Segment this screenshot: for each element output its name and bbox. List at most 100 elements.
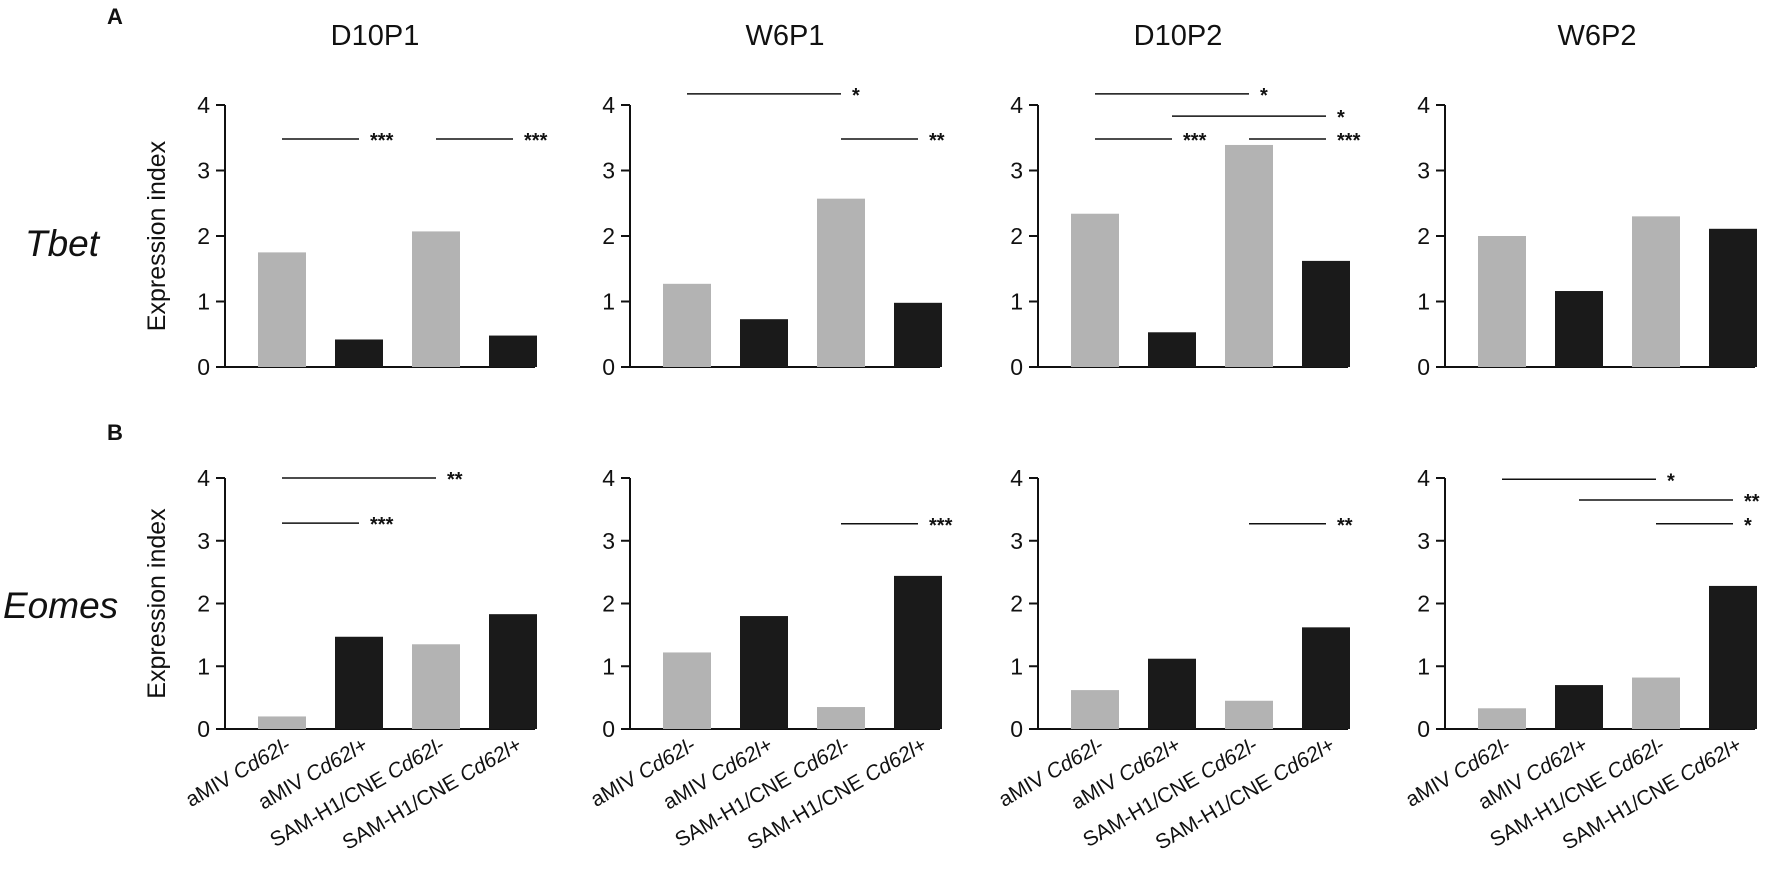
y-tick-label: 2: [197, 223, 210, 249]
y-tick-label: 4: [1417, 92, 1430, 118]
column-title-d10p2: D10P2: [1134, 20, 1223, 52]
y-tick-label: 2: [1417, 591, 1430, 617]
bar-eomes-d10p1-3: [412, 644, 460, 729]
y-tick-label: 0: [197, 354, 210, 380]
y-tick-label: 3: [602, 158, 615, 184]
bar-eomes-d10p2-2: [1148, 658, 1196, 729]
significance-label: *: [1260, 85, 1268, 107]
y-tick-label: 0: [602, 716, 615, 742]
y-tick-label: 0: [197, 716, 210, 742]
y-tick-label: 4: [197, 92, 210, 118]
bar-tbet-w6p2-2: [1555, 291, 1603, 367]
significance-label: **: [447, 469, 463, 491]
y-tick-label: 0: [1417, 716, 1430, 742]
y-tick-label: 1: [1010, 653, 1023, 679]
chart-tbet-w6p2: 0 1 2 3 4: [1417, 92, 1757, 380]
y-tick-label: 1: [1417, 653, 1430, 679]
significance-label: *: [852, 85, 860, 107]
significance-label: **: [1337, 515, 1353, 537]
y-tick-label: 3: [1417, 528, 1430, 554]
bar-eomes-w6p2-1: [1478, 708, 1526, 729]
bar-eomes-d10p2-1: [1071, 690, 1119, 729]
y-tick-label: 4: [197, 465, 210, 491]
y-axis-label: Expression index: [143, 140, 171, 331]
bar-tbet-w6p1-3: [817, 198, 865, 367]
row-label-tbet: Tbet: [25, 223, 101, 264]
bar-tbet-d10p1-1: [258, 252, 306, 367]
y-tick-label: 4: [1010, 92, 1023, 118]
bar-tbet-d10p1-3: [412, 231, 460, 367]
y-tick-label: 4: [602, 465, 615, 491]
significance-label: *: [1667, 470, 1675, 492]
y-tick-label: 3: [1010, 528, 1023, 554]
panel-letter-a: A: [107, 4, 123, 29]
significance-label: **: [929, 130, 945, 152]
y-tick-label: 2: [1010, 223, 1023, 249]
row-label-eomes: Eomes: [3, 585, 118, 626]
y-tick-label: 1: [1010, 289, 1023, 315]
bar-eomes-w6p1-3: [817, 707, 865, 729]
y-tick-label: 2: [602, 223, 615, 249]
bar-eomes-w6p1-1: [663, 652, 711, 729]
column-title-w6p2: W6P2: [1558, 20, 1637, 52]
significance-label: *: [1337, 107, 1345, 129]
bar-eomes-d10p1-1: [258, 716, 306, 729]
significance-label: *: [1744, 515, 1752, 537]
y-tick-label: 0: [1010, 354, 1023, 380]
bar-eomes-d10p1-2: [335, 636, 383, 729]
bar-tbet-w6p1-2: [740, 319, 788, 367]
y-tick-label: 1: [197, 653, 210, 679]
bar-tbet-d10p1-4: [489, 335, 537, 367]
bar-tbet-w6p1-1: [663, 283, 711, 367]
significance-label: **: [1744, 491, 1760, 513]
bar-eomes-w6p2-3: [1632, 677, 1680, 729]
y-tick-label: 1: [602, 653, 615, 679]
y-tick-label: 0: [1417, 354, 1430, 380]
y-tick-label: 3: [1010, 158, 1023, 184]
bar-eomes-d10p1-4: [489, 614, 537, 729]
bar-tbet-w6p2-4: [1709, 228, 1757, 367]
y-tick-label: 1: [1417, 289, 1430, 315]
y-tick-label: 1: [602, 289, 615, 315]
column-title-w6p1: W6P1: [746, 20, 825, 52]
bar-tbet-w6p2-3: [1632, 216, 1680, 367]
bar-eomes-w6p1-4: [894, 575, 942, 729]
y-axis-label: Expression index: [143, 508, 171, 699]
y-tick-label: 4: [1417, 465, 1430, 491]
bar-eomes-w6p1-2: [740, 616, 788, 729]
y-tick-label: 4: [1010, 465, 1023, 491]
bar-tbet-d10p2-4: [1302, 260, 1350, 367]
panel-letter-b: B: [107, 420, 123, 445]
significance-label: ***: [370, 130, 394, 152]
significance-label: ***: [524, 130, 548, 152]
y-tick-label: 3: [197, 528, 210, 554]
y-tick-label: 2: [1417, 223, 1430, 249]
bar-tbet-d10p2-3: [1225, 144, 1273, 367]
y-tick-label: 3: [602, 528, 615, 554]
y-tick-label: 2: [197, 591, 210, 617]
y-tick-label: 3: [197, 158, 210, 184]
y-tick-label: 0: [1010, 716, 1023, 742]
bar-eomes-d10p2-3: [1225, 700, 1273, 729]
y-tick-label: 2: [1010, 591, 1023, 617]
bar-eomes-w6p2-4: [1709, 585, 1757, 729]
y-tick-label: 0: [602, 354, 615, 380]
bar-tbet-d10p2-2: [1148, 332, 1196, 367]
chart-tbet-d10p1: 0 1 2 3 4 Expression index *** ***: [143, 92, 548, 380]
y-tick-label: 2: [602, 591, 615, 617]
bar-eomes-d10p2-4: [1302, 627, 1350, 729]
bar-tbet-w6p1-4: [894, 302, 942, 367]
bar-tbet-d10p2-1: [1071, 213, 1119, 367]
bar-eomes-w6p2-2: [1555, 685, 1603, 729]
significance-label: ***: [370, 514, 394, 536]
y-tick-label: 4: [602, 92, 615, 118]
significance-label: ***: [1337, 130, 1361, 152]
y-tick-label: 3: [1417, 158, 1430, 184]
